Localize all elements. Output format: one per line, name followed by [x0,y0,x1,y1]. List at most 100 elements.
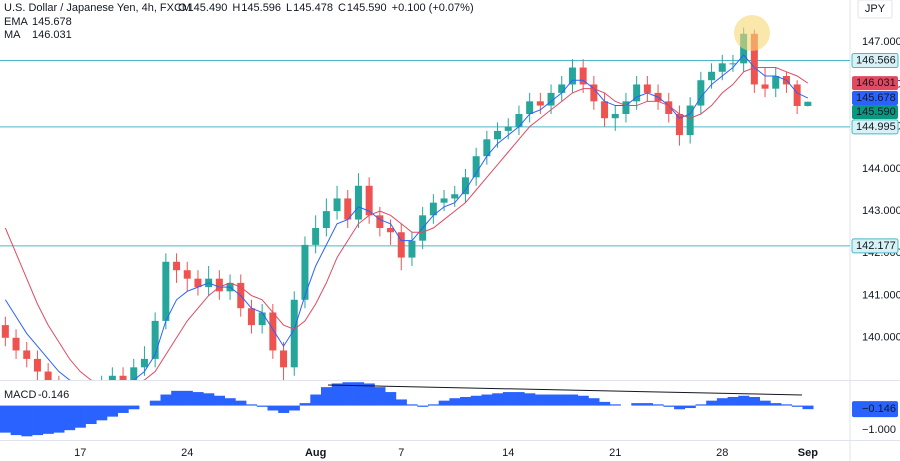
x-tick-label: 28 [716,447,728,459]
price-tag [851,53,899,69]
candle-body [429,202,437,216]
macd-bar [781,404,793,406]
ohlc-value: 145.490 [188,2,228,14]
candle-body [247,308,255,326]
currency: JPY [865,3,886,15]
candle-body [483,139,491,157]
candle-body [729,63,737,65]
ohlc-key: L [286,2,292,14]
price-tag [851,119,899,135]
candle-body [365,185,373,216]
macd-bar [738,395,750,406]
macd-bar [171,390,183,406]
candle-body [718,63,726,72]
legend-value: 145.678 [32,16,72,28]
candle-body [140,358,148,368]
macd-bar [224,398,236,406]
price-tag-label: 145.590 [856,106,896,118]
macd-bar [706,400,718,406]
macd-bar [203,393,215,406]
ohlc-key: C [338,2,346,14]
candle-body [622,101,630,114]
candle-body [258,312,266,326]
candle-body [515,114,523,127]
price-tag-label: 145.678 [856,92,896,104]
ohlc-value: 145.590 [347,2,387,14]
candle-body [290,299,298,368]
x-tick-label: 7 [398,447,404,459]
macd-bar [149,400,161,406]
legend-name: EMA [4,16,29,28]
candle-body [804,101,812,106]
candle-body [183,270,191,279]
macd-bar [374,387,386,406]
axis-labels: 140.000141.000142.000143.000144.000145.0… [74,36,900,459]
macd-value: -0.146 [38,389,69,401]
change: +0.100 (+0.07%) [392,2,474,14]
macd-bar [481,394,493,406]
candle-body [611,114,619,119]
legend-name: MA [4,29,21,41]
price-tag-label: 144.995 [856,121,896,133]
candle-body [451,194,459,199]
macd-bar [470,395,482,406]
candle-body [568,67,576,85]
x-tick-label: 17 [74,447,86,459]
x-tick-label: Sep [798,447,818,459]
candle-body [1,325,9,338]
candle-body [312,228,320,245]
candle-body [643,84,651,93]
macd-bar [21,405,33,437]
macd-bar [524,393,536,406]
y-tick-label: 147.000 [862,36,900,48]
chart-title: U.S. Dollar / Japanese Yen, 4h, FXCM [4,2,191,14]
candle-body [793,84,801,106]
candle-body [23,350,31,359]
candle-body [590,84,598,102]
candle-body [558,84,566,93]
macd-bar [64,405,76,431]
macd-bar [321,387,332,406]
candle-body [194,278,202,288]
macd-bar [556,394,568,406]
trend-line [327,384,803,396]
candle-body [686,105,694,136]
price-tag-label: 146.031 [856,77,896,89]
macd-bar [128,405,140,410]
price-tag [852,105,898,120]
macd-bar [385,392,397,406]
candle-body [397,232,405,258]
macd-bar [438,400,450,406]
candle-body [440,198,448,203]
candle-body [472,156,480,178]
candle-body [750,33,758,85]
candle-body [408,240,416,258]
candle-body [108,375,116,380]
macd-tick-label: −1.000 [862,424,896,436]
candle-body [12,337,20,351]
macd-bar [545,394,557,406]
macd-bar [246,404,258,406]
macd-bar [42,405,54,434]
indicator-line [4,67,809,380]
macd-bar [716,398,728,406]
candle-body [665,101,673,114]
macd-bar [0,405,11,433]
candle-body [547,92,555,106]
y-tick-label: 140.000 [862,332,900,344]
candle-body [387,228,395,233]
macd-bar [609,404,621,406]
x-tick-label: 14 [502,447,514,459]
macd-bar [460,396,472,406]
macd-bar [749,396,760,406]
macd-pane [0,382,814,437]
macd-bar [299,403,311,406]
candle-body [215,278,223,292]
candle-body [301,244,309,300]
macd-bar [417,405,429,407]
currency-box [857,0,893,19]
candle-body [761,84,769,89]
candle-body [173,261,181,271]
